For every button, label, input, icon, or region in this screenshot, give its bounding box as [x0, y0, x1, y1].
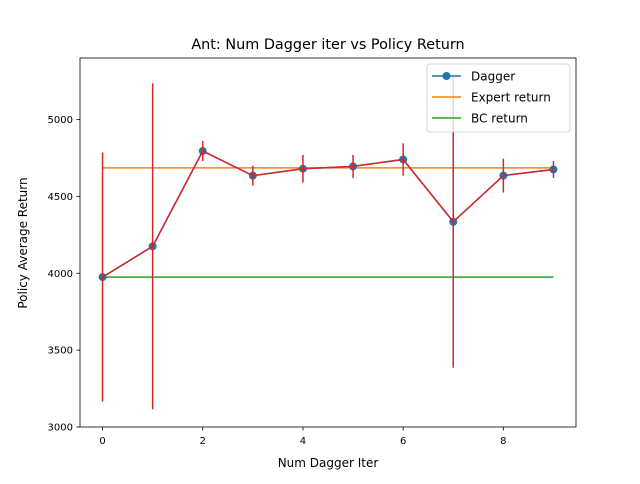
x-axis-label: Num Dagger Iter	[278, 456, 379, 470]
legend-marker	[442, 72, 451, 80]
y-axis-label: Policy Average Return	[16, 177, 30, 308]
axes-frame	[79, 57, 577, 428]
y-tick-label: 3000	[48, 423, 73, 434]
legend: Dagger Expert return BC return	[426, 63, 571, 133]
x-tick-label: 8	[500, 436, 506, 447]
y-tick-label: 4500	[48, 192, 73, 203]
x-tick-label: 2	[200, 436, 206, 447]
x-tick-label: 6	[400, 436, 406, 447]
x-tick-label: 0	[99, 436, 105, 447]
legend-label: BC return	[471, 112, 528, 126]
legend-box	[426, 63, 571, 133]
legend-label: Dagger	[471, 70, 515, 84]
x-tick-label: 4	[300, 436, 306, 447]
y-tick-label: 3500	[48, 346, 73, 357]
legend-label: Expert return	[471, 91, 551, 105]
dagger-errorbar-line	[102, 150, 554, 278]
axes: 0 2 4 6 8 3000 3500 4000 4500 5000	[48, 57, 577, 447]
y-tick-label: 5000	[48, 115, 73, 126]
chart-title: Ant: Num Dagger iter vs Policy Return	[191, 37, 464, 53]
y-tick-label: 4000	[48, 269, 73, 280]
